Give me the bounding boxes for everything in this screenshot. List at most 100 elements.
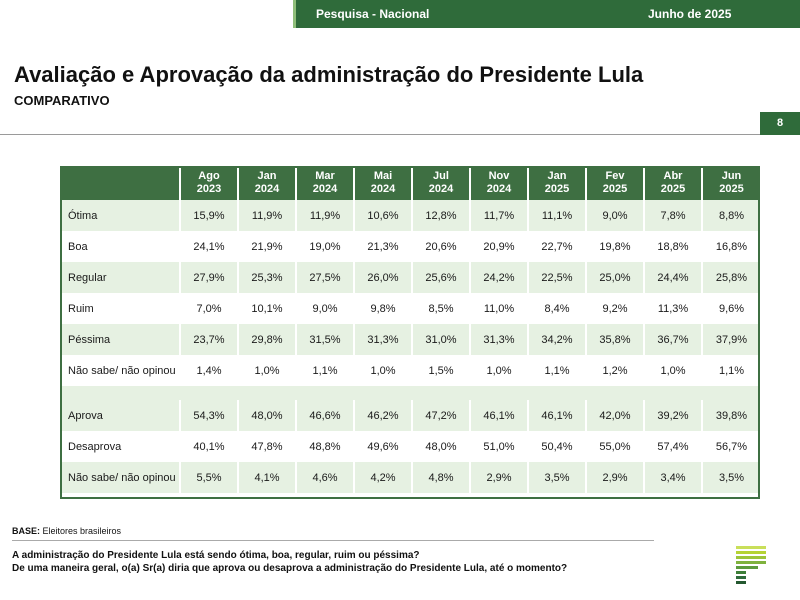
survey-date: Junho de 2025 xyxy=(648,7,732,21)
value-cell: 1,1% xyxy=(528,355,587,386)
value-cell: 12,8% xyxy=(412,200,471,231)
column-header: Mai 2024 xyxy=(354,166,413,200)
row-label: Péssima xyxy=(60,324,181,355)
value-cell: 24,1% xyxy=(180,231,239,262)
value-cell: 8,8% xyxy=(702,200,760,231)
table-header-row: Ago 2023 Jan 2024 Mar 2024 Mai 2024 Jul 2024 … xyxy=(60,166,760,200)
column-year: 2024 xyxy=(428,183,454,195)
column-month: Fev xyxy=(605,170,625,182)
value-cell: 55,0% xyxy=(586,431,645,462)
value-cell: 9,0% xyxy=(296,293,355,324)
value-cell: 19,0% xyxy=(296,231,355,262)
column-header: Mar 2024 xyxy=(296,166,355,200)
value-cell: 56,7% xyxy=(702,431,760,462)
row-label: Boa xyxy=(60,231,181,262)
value-cell: 36,7% xyxy=(644,324,703,355)
top-banner: Pesquisa - Nacional Junho de 2025 xyxy=(293,0,800,28)
value-cell: 39,8% xyxy=(702,400,760,431)
title-divider xyxy=(0,134,760,135)
value-cell: 5,5% xyxy=(180,462,239,493)
question-evaluation: A administração do Presidente Lula está … xyxy=(12,550,420,561)
row-label: Regular xyxy=(60,262,181,293)
value-cell: 1,0% xyxy=(644,355,703,386)
row-label: Não sabe/ não opinou xyxy=(60,355,181,386)
value-cell: 9,6% xyxy=(702,293,760,324)
row-label: Aprova xyxy=(60,400,181,431)
column-header: Fev 2025 xyxy=(586,166,645,200)
value-cell: 15,9% xyxy=(180,200,239,231)
value-cell: 4,8% xyxy=(412,462,471,493)
column-year: 2024 xyxy=(312,183,338,195)
value-cell: 3,5% xyxy=(528,462,587,493)
base-label: BASE: xyxy=(12,526,41,536)
value-cell: 2,9% xyxy=(586,462,645,493)
column-month: Jan xyxy=(547,170,567,182)
table-row: Boa 24,1% 21,9% 19,0% 21,3% 20,6% 20,9% 22,7% 19… xyxy=(60,231,760,262)
value-cell: 48,0% xyxy=(412,431,471,462)
column-month: Jan xyxy=(257,170,277,182)
value-cell: 26,0% xyxy=(354,262,413,293)
value-cell: 34,2% xyxy=(528,324,587,355)
section-spacer-row xyxy=(60,386,760,400)
row-label: Ótima xyxy=(60,200,181,231)
value-cell: 21,3% xyxy=(354,231,413,262)
value-cell: 46,1% xyxy=(470,400,529,431)
value-cell: 11,0% xyxy=(470,293,529,324)
value-cell: 35,8% xyxy=(586,324,645,355)
value-cell: 42,0% xyxy=(586,400,645,431)
value-cell: 46,1% xyxy=(528,400,587,431)
value-cell: 39,2% xyxy=(644,400,703,431)
value-cell: 1,2% xyxy=(586,355,645,386)
table-row: Regular 27,9% 25,3% 27,5% 26,0% 25,6% 24,2% 22,… xyxy=(60,262,760,293)
value-cell: 1,1% xyxy=(702,355,760,386)
value-cell: 9,0% xyxy=(586,200,645,231)
value-cell: 11,9% xyxy=(238,200,297,231)
value-cell: 1,0% xyxy=(354,355,413,386)
table-row: Ótima 15,9% 11,9% 11,9% 10,6% 12,8% 11,7% 11,1%… xyxy=(60,200,760,231)
value-cell: 20,9% xyxy=(470,231,529,262)
table-row: Desaprova 40,1% 47,8% 48,8% 49,6% 48,0% 51,0% 5… xyxy=(60,431,760,462)
value-cell: 11,7% xyxy=(470,200,529,231)
value-cell: 31,5% xyxy=(296,324,355,355)
section-spacer xyxy=(60,386,760,400)
value-cell: 3,4% xyxy=(644,462,703,493)
value-cell: 4,6% xyxy=(296,462,355,493)
table-row: Não sabe/ não opinou 1,4% 1,0% 1,1% 1,0% 1,5%… xyxy=(60,355,760,386)
value-cell: 16,8% xyxy=(702,231,760,262)
value-cell: 20,6% xyxy=(412,231,471,262)
value-cell: 22,7% xyxy=(528,231,587,262)
column-header: Nov 2024 xyxy=(470,166,529,200)
column-year: 2025 xyxy=(544,183,570,195)
row-label: Desaprova xyxy=(60,431,181,462)
value-cell: 18,8% xyxy=(644,231,703,262)
table-row: Ruim 7,0% 10,1% 9,0% 9,8% 8,5% 11,0% 8,4% 9,2% 11… xyxy=(60,293,760,324)
value-cell: 25,8% xyxy=(702,262,760,293)
value-cell: 54,3% xyxy=(180,400,239,431)
value-cell: 40,1% xyxy=(180,431,239,462)
value-cell: 8,4% xyxy=(528,293,587,324)
value-cell: 8,5% xyxy=(412,293,471,324)
column-year: 2024 xyxy=(254,183,280,195)
value-cell: 7,8% xyxy=(644,200,703,231)
column-header: Jul 2024 xyxy=(412,166,471,200)
table-row: Não sabe/ não opinou 5,5% 4,1% 4,6% 4,2% 4,8%… xyxy=(60,462,760,493)
value-cell: 51,0% xyxy=(470,431,529,462)
question-approval: De uma maneira geral, o(a) Sr(a) diria q… xyxy=(12,563,568,574)
column-month: Ago xyxy=(198,170,220,182)
column-header: Jan 2025 xyxy=(528,166,587,200)
value-cell: 25,0% xyxy=(586,262,645,293)
table-row: Péssima 23,7% 29,8% 31,5% 31,3% 31,0% 31,3% 34,… xyxy=(60,324,760,355)
value-cell: 1,1% xyxy=(296,355,355,386)
value-cell: 27,5% xyxy=(296,262,355,293)
value-cell: 1,4% xyxy=(180,355,239,386)
value-cell: 46,2% xyxy=(354,400,413,431)
value-cell: 10,6% xyxy=(354,200,413,231)
value-cell: 11,1% xyxy=(528,200,587,231)
value-cell: 31,3% xyxy=(354,324,413,355)
value-cell: 4,1% xyxy=(238,462,297,493)
value-cell: 7,0% xyxy=(180,293,239,324)
value-cell: 31,3% xyxy=(470,324,529,355)
column-header: Jan 2024 xyxy=(238,166,297,200)
page-subtitle: COMPARATIVO xyxy=(14,93,110,108)
value-cell: 48,8% xyxy=(296,431,355,462)
